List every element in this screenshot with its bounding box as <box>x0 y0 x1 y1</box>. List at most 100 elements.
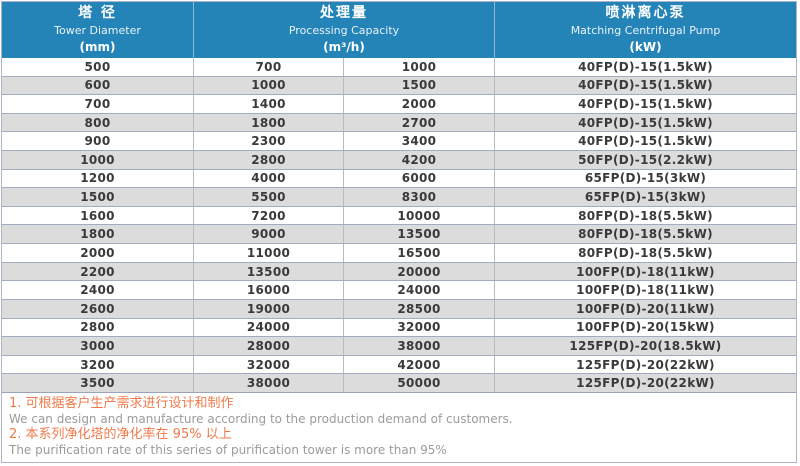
cell-pump: 100FP(D)-20(15kW) <box>494 318 796 337</box>
table-row: 700 1400 2000 40FP(D)-15(1.5kW) <box>2 94 796 113</box>
cell-capacity-min: 16000 <box>193 281 343 299</box>
cell-pump: 40FP(D)-15(1.5kW) <box>494 132 796 151</box>
header-tower-diameter: 塔 径 Tower Diameter (mm) <box>2 2 193 58</box>
cell-capacity-max: 10000 <box>343 206 494 225</box>
table-row: 2800 24000 32000 100FP(D)-20(15kW) <box>2 317 796 337</box>
table-row: 2200 13500 20000 100FP(D)-18(11kW) <box>2 261 796 281</box>
cell-capacity-max: 50000 <box>343 374 494 392</box>
header-centrifugal-pump-en: Matching Centrifugal Pump <box>570 23 721 37</box>
cell-pump: 80FP(D)-18(5.5kW) <box>494 225 796 244</box>
cell-capacity-max: 28500 <box>343 299 494 318</box>
header-processing-capacity-zh: 处理量 <box>320 5 368 22</box>
note-2-en: The purification rate of this series of … <box>9 443 447 457</box>
cell-capacity-min: 1000 <box>193 76 343 95</box>
cell-pump: 125FP(D)-20(22kW) <box>494 374 796 392</box>
cell-diameter: 800 <box>84 115 111 130</box>
table-row: 2400 16000 24000 100FP(D)-18(11kW) <box>2 280 796 299</box>
cell-capacity-max: 1000 <box>343 58 494 76</box>
table-row: 900 2300 3400 40FP(D)-15(1.5kW) <box>2 131 796 151</box>
cell-diameter: 3500 <box>80 376 115 391</box>
cell-pump: 80FP(D)-18(5.5kW) <box>494 206 796 225</box>
cell-diameter: 1500 <box>80 190 115 205</box>
table-row: 1000 2800 4200 50FP(D)-15(2.2kW) <box>2 150 796 169</box>
cell-diameter: 2800 <box>80 320 115 335</box>
table-row: 600 1000 1500 40FP(D)-15(1.5kW) <box>2 75 796 95</box>
cell-capacity-min: 38000 <box>193 374 343 392</box>
cell-capacity-max: 42000 <box>343 355 494 374</box>
cell-pump: 100FP(D)-20(11kW) <box>494 299 796 318</box>
cell-capacity-min: 4000 <box>193 169 343 188</box>
cell-pump: 125FP(D)-20(22kW) <box>494 355 796 374</box>
cell-capacity-min: 1400 <box>193 95 343 113</box>
cell-pump: 100FP(D)-18(11kW) <box>494 281 796 299</box>
cell-pump: 80FP(D)-18(5.5kW) <box>494 244 796 262</box>
table-row: 800 1800 2700 40FP(D)-15(1.5kW) <box>2 112 796 132</box>
note-2-zh: 2. 本系列净化塔的净化率在 95% 以上 <box>9 427 232 442</box>
cell-capacity-min: 19000 <box>193 299 343 318</box>
cell-pump: 40FP(D)-15(1.5kW) <box>494 95 796 113</box>
table-row: 3000 28000 38000 125FP(D)-20(18.5kW) <box>2 336 796 355</box>
cell-diameter: 1200 <box>80 171 115 186</box>
table-row: 1200 4000 6000 65FP(D)-15(3kW) <box>2 168 796 188</box>
cell-capacity-max: 38000 <box>343 337 494 355</box>
cell-capacity-max: 3400 <box>343 132 494 151</box>
cell-capacity-max: 20000 <box>343 262 494 281</box>
header-centrifugal-pump-zh: 喷淋离心泵 <box>605 5 686 22</box>
cell-diameter: 3200 <box>80 357 115 372</box>
table-row: 1600 7200 10000 80FP(D)-18(5.5kW) <box>2 205 796 225</box>
cell-capacity-max: 6000 <box>343 169 494 188</box>
cell-diameter: 2400 <box>80 283 115 298</box>
cell-capacity-min: 5500 <box>193 188 343 206</box>
cell-capacity-min: 700 <box>193 58 343 76</box>
header-centrifugal-pump: 喷淋离心泵 Matching Centrifugal Pump (kW) <box>494 2 796 58</box>
table-header: 塔 径 Tower Diameter (mm) 处理量 Processing C… <box>2 2 796 58</box>
cell-diameter: 1000 <box>80 152 115 167</box>
cell-diameter: 600 <box>84 78 111 93</box>
note-1-zh: 1. 可根据客户生产需求进行设计和制作 <box>9 396 234 411</box>
cell-capacity-min: 7200 <box>193 206 343 225</box>
cell-capacity-min: 13500 <box>193 262 343 281</box>
cell-pump: 50FP(D)-15(2.2kW) <box>494 151 796 169</box>
cell-capacity-min: 2300 <box>193 132 343 151</box>
cell-diameter: 2000 <box>80 245 115 260</box>
cell-capacity-max: 2000 <box>343 95 494 113</box>
header-tower-diameter-zh: 塔 径 <box>78 5 117 22</box>
header-centrifugal-pump-unit: (kW) <box>629 39 662 54</box>
cell-capacity-min: 32000 <box>193 355 343 374</box>
cell-diameter: 1600 <box>80 208 115 223</box>
cell-capacity-min: 2800 <box>193 151 343 169</box>
table-row: 1800 9000 13500 80FP(D)-18(5.5kW) <box>2 224 796 244</box>
cell-diameter: 900 <box>84 134 111 149</box>
note-1-en: We can design and manufacture according … <box>9 412 513 426</box>
cell-diameter: 500 <box>84 59 111 74</box>
cell-diameter: 2600 <box>80 301 115 316</box>
footnotes: 1. 可根据客户生产需求进行设计和制作 We can design and ma… <box>2 392 796 462</box>
cell-pump: 125FP(D)-20(18.5kW) <box>494 337 796 355</box>
cell-capacity-max: 2700 <box>343 113 494 132</box>
table-row: 3200 32000 42000 125FP(D)-20(22kW) <box>2 354 796 374</box>
table-row: 2600 19000 28500 100FP(D)-20(11kW) <box>2 298 796 318</box>
cell-capacity-max: 16500 <box>343 244 494 262</box>
table-row: 2000 11000 16500 80FP(D)-18(5.5kW) <box>2 243 796 262</box>
cell-capacity-max: 13500 <box>343 225 494 244</box>
cell-diameter: 2200 <box>80 264 115 279</box>
header-processing-capacity: 处理量 Processing Capacity (m³/h) <box>193 2 494 58</box>
table-row: 3500 38000 50000 125FP(D)-20(22kW) <box>2 373 796 392</box>
cell-capacity-min: 9000 <box>193 225 343 244</box>
header-processing-capacity-en: Processing Capacity <box>288 23 400 37</box>
cell-pump: 40FP(D)-15(1.5kW) <box>494 76 796 95</box>
table-row: 1500 5500 8300 65FP(D)-15(3kW) <box>2 187 796 206</box>
cell-diameter: 3000 <box>80 338 115 353</box>
table-row: 500 700 1000 40FP(D)-15(1.5kW) <box>2 58 796 76</box>
cell-capacity-max: 8300 <box>343 188 494 206</box>
cell-capacity-max: 32000 <box>343 318 494 337</box>
cell-diameter: 1800 <box>80 227 115 242</box>
cell-capacity-min: 1800 <box>193 113 343 132</box>
cell-capacity-max: 4200 <box>343 151 494 169</box>
header-tower-diameter-unit: (mm) <box>79 39 116 54</box>
cell-capacity-min: 28000 <box>193 337 343 355</box>
cell-pump: 65FP(D)-15(3kW) <box>494 188 796 206</box>
header-processing-capacity-unit: (m³/h) <box>323 39 365 54</box>
cell-capacity-min: 24000 <box>193 318 343 337</box>
